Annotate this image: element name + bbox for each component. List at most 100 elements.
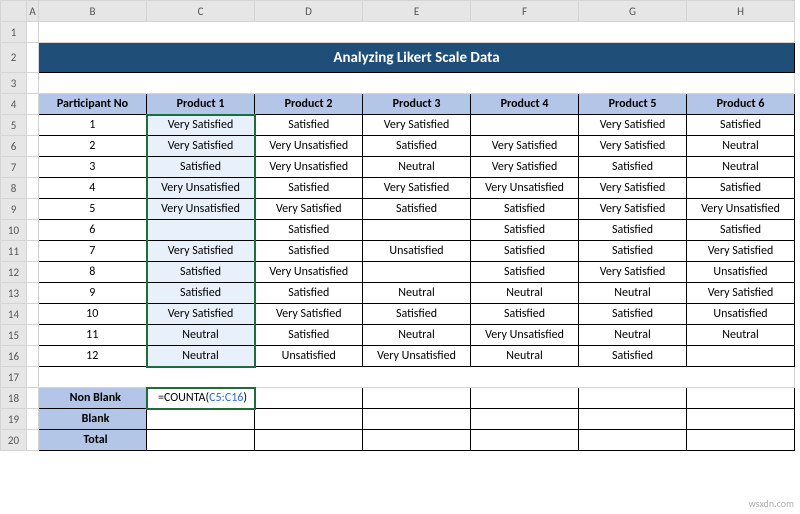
data-cell[interactable]: Very Unsatisfied [471, 325, 579, 346]
data-cell[interactable]: Satisfied [255, 283, 363, 304]
data-cell[interactable]: Very Satisfied [255, 304, 363, 325]
col-header-G[interactable]: G [579, 1, 687, 22]
summary-label-total[interactable]: Total [39, 430, 147, 451]
data-cell[interactable]: Satisfied [255, 220, 363, 241]
data-cell[interactable]: Very Satisfied [579, 115, 687, 136]
row-header-12[interactable]: 12 [1, 262, 27, 283]
data-cell[interactable]: Very Unsatisfied [255, 136, 363, 157]
data-cell[interactable]: Satisfied [255, 115, 363, 136]
col-header-H[interactable]: H [687, 1, 795, 22]
cell[interactable] [687, 430, 795, 451]
data-cell[interactable]: Very Satisfied [471, 157, 579, 178]
data-cell[interactable]: Very Satisfied [147, 136, 255, 157]
cell[interactable] [27, 283, 39, 304]
data-cell[interactable] [687, 346, 795, 367]
data-cell[interactable]: 1 [39, 115, 147, 136]
data-cell[interactable]: Satisfied [147, 283, 255, 304]
cell[interactable] [39, 73, 795, 94]
cell[interactable] [363, 388, 471, 409]
cell[interactable] [27, 220, 39, 241]
row-header-20[interactable]: 20 [1, 430, 27, 451]
data-cell[interactable]: Satisfied [255, 178, 363, 199]
cell[interactable] [255, 430, 363, 451]
title-cell[interactable]: Analyzing Likert Scale Data [39, 43, 795, 73]
col-header-F[interactable]: F [471, 1, 579, 22]
row-header-7[interactable]: 7 [1, 157, 27, 178]
cell[interactable] [363, 409, 471, 430]
data-cell[interactable]: Satisfied [471, 241, 579, 262]
data-cell[interactable]: Neutral [471, 346, 579, 367]
data-cell[interactable]: Very Satisfied [147, 241, 255, 262]
cell[interactable] [27, 43, 39, 73]
data-cell[interactable]: Satisfied [579, 241, 687, 262]
data-cell[interactable]: Neutral [579, 283, 687, 304]
cell[interactable] [39, 367, 795, 388]
cell[interactable] [27, 367, 39, 388]
data-cell[interactable]: Very Satisfied [147, 115, 255, 136]
data-cell[interactable]: Very Satisfied [579, 136, 687, 157]
cell[interactable] [687, 409, 795, 430]
data-cell[interactable]: Satisfied [687, 178, 795, 199]
data-cell[interactable]: Neutral [363, 283, 471, 304]
table-header[interactable]: Product 4 [471, 94, 579, 115]
data-cell[interactable] [363, 262, 471, 283]
data-cell[interactable]: Very Satisfied [579, 178, 687, 199]
data-cell[interactable]: Satisfied [147, 157, 255, 178]
row-header-6[interactable]: 6 [1, 136, 27, 157]
data-cell[interactable]: Satisfied [471, 220, 579, 241]
data-cell[interactable]: Satisfied [687, 115, 795, 136]
cell[interactable] [147, 430, 255, 451]
data-cell[interactable]: 2 [39, 136, 147, 157]
data-cell[interactable]: 7 [39, 241, 147, 262]
data-cell[interactable]: Satisfied [471, 199, 579, 220]
data-cell[interactable]: 3 [39, 157, 147, 178]
cell[interactable] [687, 388, 795, 409]
cell[interactable] [471, 430, 579, 451]
row-header-16[interactable]: 16 [1, 346, 27, 367]
cell[interactable] [27, 241, 39, 262]
data-cell[interactable]: Satisfied [255, 325, 363, 346]
cell[interactable] [27, 178, 39, 199]
cell[interactable] [27, 325, 39, 346]
data-cell[interactable]: Satisfied [363, 304, 471, 325]
data-cell[interactable]: Very Unsatisfied [363, 346, 471, 367]
cell[interactable] [27, 22, 39, 43]
col-header-A[interactable]: A [27, 1, 39, 22]
row-header-14[interactable]: 14 [1, 304, 27, 325]
col-header-C[interactable]: C [147, 1, 255, 22]
data-cell[interactable]: 10 [39, 304, 147, 325]
data-cell[interactable]: 11 [39, 325, 147, 346]
data-cell[interactable]: Very Unsatisfied [147, 178, 255, 199]
data-cell[interactable]: Satisfied [363, 136, 471, 157]
cell[interactable] [27, 304, 39, 325]
data-cell[interactable]: Satisfied [579, 157, 687, 178]
data-cell[interactable]: Neutral [471, 283, 579, 304]
row-header-17[interactable]: 17 [1, 367, 27, 388]
cell[interactable] [27, 115, 39, 136]
data-cell[interactable]: 8 [39, 262, 147, 283]
cell[interactable] [363, 430, 471, 451]
data-cell[interactable]: Very Satisfied [147, 304, 255, 325]
cell[interactable] [39, 22, 795, 43]
data-cell[interactable]: Satisfied [471, 304, 579, 325]
row-header-3[interactable]: 3 [1, 73, 27, 94]
cell[interactable] [147, 409, 255, 430]
data-cell[interactable]: Very Unsatisfied [255, 262, 363, 283]
row-header-8[interactable]: 8 [1, 178, 27, 199]
data-cell[interactable]: Neutral [147, 346, 255, 367]
row-header-13[interactable]: 13 [1, 283, 27, 304]
row-header-18[interactable]: 18 [1, 388, 27, 409]
data-cell[interactable]: Very Satisfied [687, 241, 795, 262]
summary-label-blank[interactable]: Blank [39, 409, 147, 430]
formula-cell[interactable]: =COUNTA(C5:C16) [147, 388, 255, 409]
cell[interactable] [27, 157, 39, 178]
cell[interactable] [255, 409, 363, 430]
cell[interactable] [27, 388, 39, 409]
col-header-E[interactable]: E [363, 1, 471, 22]
cell[interactable] [27, 346, 39, 367]
data-cell[interactable]: Very Satisfied [471, 136, 579, 157]
table-header[interactable]: Product 5 [579, 94, 687, 115]
data-cell[interactable]: Satisfied [687, 220, 795, 241]
data-cell[interactable]: Unsatisfied [687, 304, 795, 325]
cell[interactable] [579, 388, 687, 409]
